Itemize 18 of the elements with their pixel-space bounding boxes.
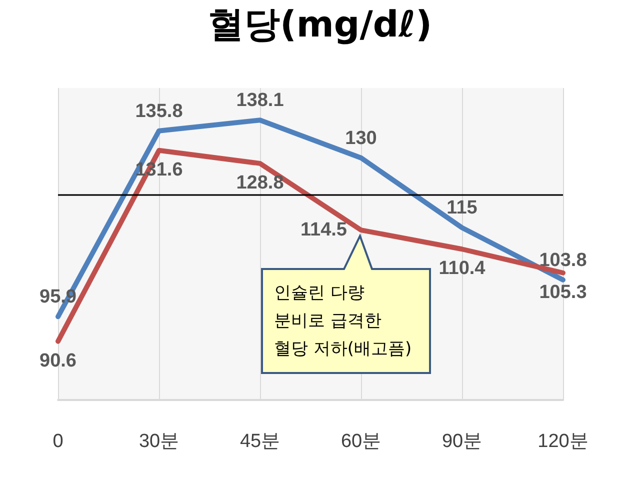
x-tick-label: 0 (52, 431, 64, 452)
data-label: 90.6 (40, 350, 76, 372)
data-label: 105.3 (539, 282, 587, 303)
annotation: 인슐린 다량 분비로 급격한 혈당 저하(배고픔) (274, 282, 413, 361)
data-label: 115 (446, 198, 478, 219)
data-label: 135.8 (135, 100, 183, 122)
x-tick-label: 90분 (442, 431, 482, 452)
x-tick-label: 120분 (538, 431, 588, 452)
data-label: 128.8 (236, 172, 284, 194)
data-label: 110.4 (438, 258, 486, 280)
data-label: 103.8 (539, 250, 587, 271)
chart-title: 혈당(mg/dℓ) (208, 4, 432, 46)
data-label: 130 (345, 128, 377, 149)
speech-bubble: 인슐린 다량 분비로 급격한 혈당 저하(배고픔) (262, 236, 430, 373)
x-tick-label: 60분 (340, 431, 382, 452)
x-tick-label: 30분 (138, 431, 180, 452)
data-label: 138.1 (236, 90, 284, 112)
x-tick-label: 45분 (240, 431, 280, 452)
